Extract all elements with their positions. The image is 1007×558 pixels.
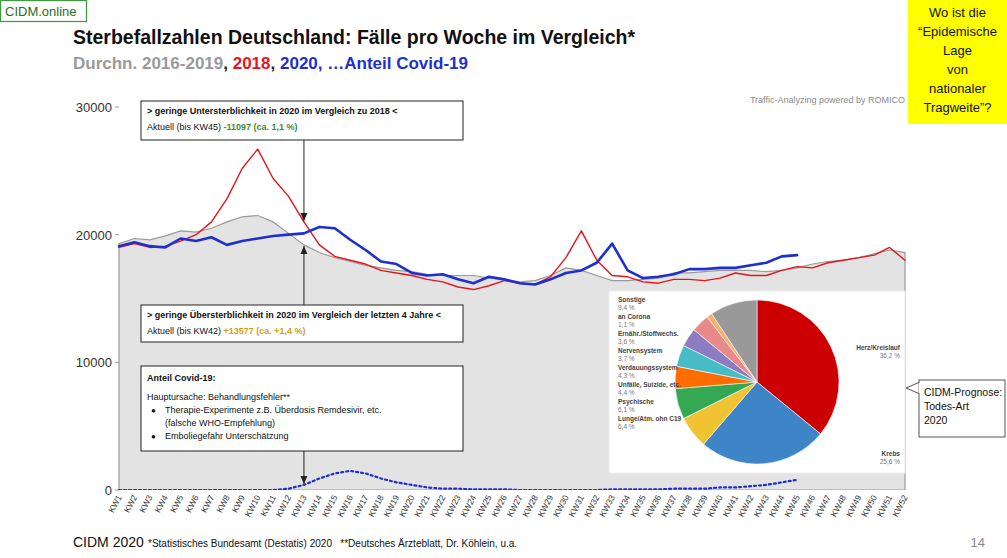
annotation-heading: Anteil Covid-19: xyxy=(147,373,216,383)
annotation-box xyxy=(141,305,463,342)
pie-label: Verdauungssystem xyxy=(618,364,678,372)
plot-area xyxy=(119,149,905,490)
pie-value-label: 9,4 % xyxy=(618,304,635,311)
separator: , xyxy=(271,54,280,73)
x-tick-label: KW5 xyxy=(168,493,186,514)
arrow xyxy=(303,246,304,305)
x-tick-label: KW6 xyxy=(183,493,201,514)
legend-entry: Anteil Covid-19 xyxy=(344,54,468,73)
x-tick-label: KW8 xyxy=(214,493,232,514)
x-tick-label: KW7 xyxy=(199,493,217,514)
annotation-item: Therapie-Experimente z.B. Überdosis Remd… xyxy=(165,405,382,415)
pie-label: Nervensystem xyxy=(618,347,663,355)
note-box xyxy=(908,0,1007,124)
annotation-run: +13577 (ca. +1,4 %) xyxy=(224,326,306,336)
note-line: “Epidemische xyxy=(918,24,997,39)
pie-value-label: 36,2 % xyxy=(880,352,900,359)
pie-value-label: 25,6 % xyxy=(880,458,900,465)
pie-title-line: 2020 xyxy=(924,414,948,426)
x-tick-label: KW4 xyxy=(153,493,171,514)
x-tick-label: KW2 xyxy=(122,493,140,514)
footer: CIDM 2020 xyxy=(73,534,144,550)
note-line: Lage xyxy=(943,43,972,58)
pie-label: Unfälle, Suizide, etc. xyxy=(618,381,681,389)
pie-value-label: 4,4 % xyxy=(618,389,635,396)
annotation-box xyxy=(141,101,463,140)
y-tick xyxy=(115,234,119,235)
x-tick-label: KW52 xyxy=(890,493,910,518)
legend-entry: Durchn. 2016-2019 xyxy=(73,54,223,73)
arrow-head xyxy=(300,246,307,254)
annotation-line: Aktuell (bis KW42) +13577 (ca. +1,4 %) xyxy=(147,326,306,336)
annotation-item: Emboliegefahr Unterschätzung xyxy=(165,431,289,441)
note-line: von xyxy=(947,62,968,77)
badge: CIDM.online xyxy=(5,4,77,19)
page: CIDM.online Sterbefallzahlen Deutschland:… xyxy=(0,0,1007,558)
pie-title-line: CIDM-Prognose: xyxy=(924,386,1002,398)
x-tick-label: KW3 xyxy=(137,493,155,514)
annotation-run: -11097 (ca. 1,1 %) xyxy=(224,122,298,132)
pie-value-label: 3,6 % xyxy=(618,338,635,345)
pie-label: Psychische xyxy=(618,398,654,406)
pie-label: Ernähr./Stoffwechs. xyxy=(618,330,679,337)
pie-label: Herz/Kreislauf xyxy=(856,344,901,351)
arrow-head xyxy=(300,213,307,221)
legend-entry: 2020 xyxy=(280,54,318,73)
annotation-heading: > geringe Übersterblichkeit in 2020 im V… xyxy=(147,310,441,320)
annotation-box xyxy=(141,366,463,451)
annotation-run: Aktuell (bis KW45) xyxy=(147,122,224,132)
pie-value-label: 6,4 % xyxy=(618,423,635,430)
area xyxy=(119,216,905,490)
annotation-item: (falsche WHO-Empfehlung) xyxy=(165,418,275,428)
footnote: *Statistisches Bundesamt (Destatis) 2020… xyxy=(148,538,517,549)
pie-panel xyxy=(609,291,905,473)
annotation-run: Hauptursache: Behandlungsfehler** xyxy=(147,392,291,402)
pie-title-line: Todes-Art xyxy=(924,400,969,412)
line xyxy=(119,471,797,490)
arrow xyxy=(303,140,304,221)
bullet: ● xyxy=(151,432,156,441)
legend-entry: 2018 xyxy=(233,54,271,73)
callout-join xyxy=(919,383,921,393)
callout-box xyxy=(919,380,1005,437)
line xyxy=(119,227,797,284)
badge-box xyxy=(1,1,87,22)
note-line: Wo ist die xyxy=(929,5,986,20)
y-tick-label: 0 xyxy=(105,483,112,498)
separator: , … xyxy=(318,54,344,73)
annotation-line: Hauptursache: Behandlungsfehler** xyxy=(147,392,291,402)
separator: , xyxy=(223,54,232,73)
x-tick-label: KW1 xyxy=(106,493,124,514)
subtitle: Durchn. 2016-2019, 2018, 2020, …Anteil C… xyxy=(73,54,468,73)
callout-pointer xyxy=(906,382,920,394)
line xyxy=(119,149,905,289)
pie-value-label: 4,3 % xyxy=(618,372,635,379)
pie-label: Lunge/Atm. ohn C19 xyxy=(618,415,682,423)
pie-value-label: 1,1 % xyxy=(618,321,635,328)
bullet: ● xyxy=(151,406,156,415)
y-tick-label: 30000 xyxy=(76,100,112,115)
pie-value-label: 3,7 % xyxy=(618,355,635,362)
pie-slice xyxy=(712,300,757,382)
y-tick-label: 20000 xyxy=(76,228,112,243)
pie-label: Krebs xyxy=(882,450,901,457)
pie-label: Sonstige xyxy=(618,296,646,304)
note-line: nationaler xyxy=(929,81,987,96)
annotation-run: Aktuell (bis KW42) xyxy=(147,326,224,336)
watermark: Traffic-Analyzing powered by ROMICO xyxy=(750,95,905,105)
pie-title: CIDM-Prognose: Todes-Art 2020 xyxy=(924,386,1002,426)
page-number: 14 xyxy=(971,535,985,550)
y-tick-label: 10000 xyxy=(76,355,112,370)
pie-value-label: 6,1 % xyxy=(618,406,635,413)
annotation-line: Aktuell (bis KW45) -11097 (ca. 1,1 %) xyxy=(147,122,298,132)
note-line: Tragweite”? xyxy=(923,100,991,115)
pie-label: an Corona xyxy=(618,313,651,320)
annotation-heading: > geringe Untersterblichkeit in 2020 im … xyxy=(147,106,398,116)
y-tick xyxy=(115,107,119,108)
title: Sterbefallzahlen Deutschland: Fälle pro … xyxy=(73,26,635,48)
arrow-head xyxy=(300,476,307,484)
